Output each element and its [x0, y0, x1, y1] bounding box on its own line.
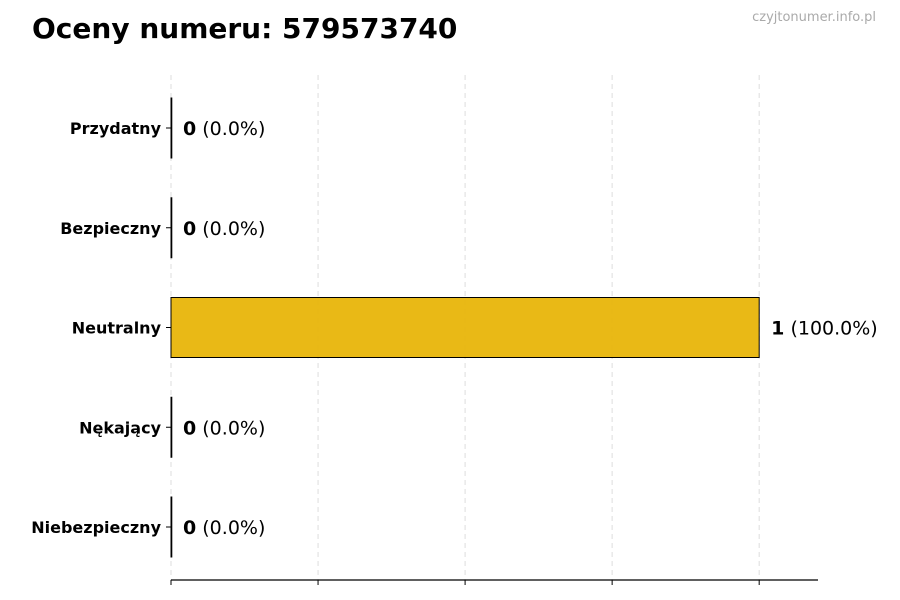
y-tick-label: Bezpieczny [60, 219, 161, 238]
y-tick-label: Niebezpieczny [31, 518, 161, 537]
y-tick-label: Nękający [79, 418, 161, 437]
data-label: 0 (0.0%) [183, 218, 265, 240]
watermark: czyjtonumer.info.pl [752, 10, 876, 25]
data-label: 1 (100.0%) [771, 318, 878, 340]
data-label: 0 (0.0%) [183, 517, 265, 539]
bar [170, 197, 173, 259]
bar [170, 396, 173, 458]
bar [170, 297, 760, 358]
data-label: 0 (0.0%) [183, 118, 265, 140]
y-tick-label: Neutralny [72, 319, 162, 338]
bar [170, 97, 173, 159]
bar [170, 496, 173, 558]
data-label: 0 (0.0%) [183, 417, 265, 439]
chart-title: Oceny numeru: 579573740 [32, 12, 458, 45]
y-tick-label: Przydatny [70, 119, 162, 138]
